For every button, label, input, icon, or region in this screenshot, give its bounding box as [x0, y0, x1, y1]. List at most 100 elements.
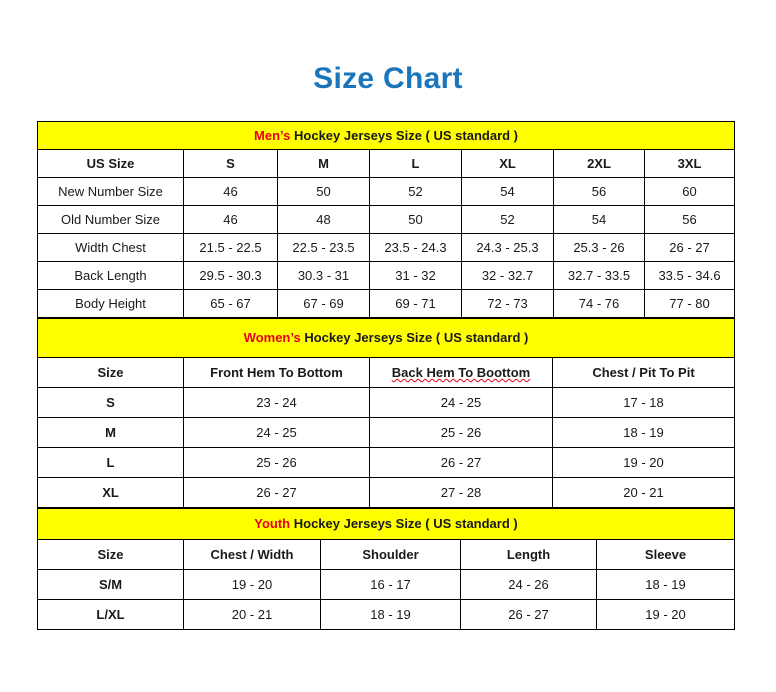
youth-row-label-sm: S/M — [37, 569, 184, 600]
mens-row-label-width-chest: Width Chest — [37, 233, 184, 262]
mens-cell: 25.3 - 26 — [553, 233, 645, 262]
mens-banner-rest: Hockey Jerseys Size ( US standard ) — [290, 128, 519, 143]
womens-cell: 24 - 25 — [183, 417, 370, 448]
womens-row-label-m: M — [37, 417, 184, 448]
mens-cell: 56 — [553, 177, 645, 206]
mens-header-us-size: US Size — [37, 149, 184, 178]
womens-cell: 20 - 21 — [552, 477, 735, 508]
mens-cell: 30.3 - 31 — [277, 261, 370, 290]
table-row: L 25 - 26 26 - 27 19 - 20 — [37, 447, 735, 478]
youth-banner-cell: Youth Hockey Jerseys Size ( US standard … — [36, 508, 736, 540]
mens-row-label-back-length: Back Length — [37, 261, 184, 290]
mens-cell: 50 — [369, 205, 462, 234]
table-header-row: Size Chest / Width Shoulder Length Sleev… — [37, 539, 736, 570]
mens-size-table: Men’s Hockey Jerseys Size ( US standard … — [36, 121, 736, 318]
mens-cell: 48 — [277, 205, 370, 234]
womens-cell: 17 - 18 — [552, 387, 735, 418]
womens-header-chest-pit-to-pit: Chest / Pit To Pit — [552, 357, 735, 388]
table-row: Width Chest 21.5 - 22.5 22.5 - 23.5 23.5… — [37, 233, 736, 262]
youth-cell: 20 - 21 — [183, 599, 321, 630]
table-row: Old Number Size 46 48 50 52 54 56 — [37, 205, 736, 234]
womens-banner-cell: Women’s Hockey Jerseys Size ( US standar… — [37, 318, 735, 358]
womens-cell: 26 - 27 — [369, 447, 553, 478]
mens-cell: 22.5 - 23.5 — [277, 233, 370, 262]
womens-banner-highlight: Women’s — [243, 330, 301, 345]
table-header-row: Size Front Hem To Bottom Back Hem To Boo… — [37, 357, 735, 388]
mens-cell: 23.5 - 24.3 — [369, 233, 462, 262]
youth-row-label-lxl: L/XL — [37, 599, 184, 630]
mens-cell: 46 — [183, 177, 278, 206]
mens-row-label-old-number-size: Old Number Size — [37, 205, 184, 234]
youth-header-sleeve: Sleeve — [595, 539, 736, 570]
table-row: S 23 - 24 24 - 25 17 - 18 — [37, 387, 735, 418]
mens-header-2xl: 2XL — [553, 149, 645, 178]
mens-cell: 67 - 69 — [277, 289, 370, 318]
womens-header-size: Size — [37, 357, 184, 388]
mens-banner-cell: Men’s Hockey Jerseys Size ( US standard … — [36, 121, 736, 150]
mens-cell: 52 — [461, 205, 554, 234]
mens-row-label-body-height: Body Height — [37, 289, 184, 318]
mens-cell: 32 - 32.7 — [461, 261, 554, 290]
table-banner-row: Men’s Hockey Jerseys Size ( US standard … — [36, 121, 736, 150]
youth-header-chest-width: Chest / Width — [183, 539, 321, 570]
mens-cell: 69 - 71 — [369, 289, 462, 318]
mens-banner-highlight: Men’s — [254, 128, 291, 143]
womens-cell: 27 - 28 — [369, 477, 553, 508]
womens-header-front-hem-to-bottom: Front Hem To Bottom — [183, 357, 370, 388]
mens-cell: 29.5 - 30.3 — [183, 261, 278, 290]
mens-header-l: L — [369, 149, 462, 178]
womens-cell: 25 - 26 — [369, 417, 553, 448]
table-row: S/M 19 - 20 16 - 17 24 - 26 18 - 19 — [37, 569, 736, 600]
size-tables-container: Men’s Hockey Jerseys Size ( US standard … — [36, 121, 736, 630]
table-row: Back Length 29.5 - 30.3 30.3 - 31 31 - 3… — [37, 261, 736, 290]
womens-row-label-s: S — [37, 387, 184, 418]
mens-cell: 77 - 80 — [643, 289, 736, 318]
mens-cell: 21.5 - 22.5 — [183, 233, 278, 262]
mens-row-label-new-number-size: New Number Size — [37, 177, 184, 206]
table-row: XL 26 - 27 27 - 28 20 - 21 — [37, 477, 735, 508]
page-title: Size Chart — [313, 62, 463, 95]
table-header-row: US Size S M L XL 2XL 3XL — [37, 149, 736, 178]
mens-cell: 72 - 73 — [461, 289, 554, 318]
table-row: M 24 - 25 25 - 26 18 - 19 — [37, 417, 735, 448]
youth-cell: 16 - 17 — [320, 569, 461, 600]
mens-cell: 56 — [643, 205, 736, 234]
womens-cell: 25 - 26 — [183, 447, 370, 478]
mens-header-3xl: 3XL — [643, 149, 736, 178]
youth-cell: 26 - 27 — [460, 599, 597, 630]
mens-cell: 31 - 32 — [369, 261, 462, 290]
youth-cell: 18 - 19 — [595, 569, 736, 600]
mens-header-xl: XL — [461, 149, 554, 178]
youth-size-table: Youth Hockey Jerseys Size ( US standard … — [36, 508, 736, 630]
youth-banner-rest: Hockey Jerseys Size ( US standard ) — [290, 516, 518, 531]
womens-header-back-hem-text: Back Hem To Boottom — [391, 365, 531, 380]
mens-header-s: S — [183, 149, 278, 178]
youth-header-size: Size — [37, 539, 184, 570]
table-banner-row: Youth Hockey Jerseys Size ( US standard … — [36, 508, 736, 540]
youth-cell: 19 - 20 — [183, 569, 321, 600]
womens-cell: 24 - 25 — [369, 387, 553, 418]
table-row: Body Height 65 - 67 67 - 69 69 - 71 72 -… — [37, 289, 736, 318]
mens-cell: 24.3 - 25.3 — [461, 233, 554, 262]
youth-header-shoulder: Shoulder — [320, 539, 461, 570]
womens-header-back-hem-to-bottom: Back Hem To Boottom — [369, 357, 553, 388]
mens-cell: 26 - 27 — [643, 233, 736, 262]
mens-cell: 74 - 76 — [553, 289, 645, 318]
table-row: L/XL 20 - 21 18 - 19 26 - 27 19 - 20 — [37, 599, 736, 630]
mens-cell: 54 — [461, 177, 554, 206]
mens-cell: 33.5 - 34.6 — [643, 261, 736, 290]
womens-banner-rest: Hockey Jerseys Size ( US standard ) — [300, 330, 529, 345]
table-banner-row: Women’s Hockey Jerseys Size ( US standar… — [37, 318, 735, 358]
womens-cell: 18 - 19 — [552, 417, 735, 448]
womens-cell: 19 - 20 — [552, 447, 735, 478]
womens-cell: 26 - 27 — [183, 477, 370, 508]
mens-cell: 65 - 67 — [183, 289, 278, 318]
youth-cell: 19 - 20 — [595, 599, 736, 630]
mens-cell: 60 — [643, 177, 736, 206]
mens-cell: 46 — [183, 205, 278, 234]
youth-header-length: Length — [460, 539, 597, 570]
table-row: New Number Size 46 50 52 54 56 60 — [37, 177, 736, 206]
youth-cell: 18 - 19 — [320, 599, 461, 630]
womens-size-table: Women’s Hockey Jerseys Size ( US standar… — [37, 318, 735, 508]
